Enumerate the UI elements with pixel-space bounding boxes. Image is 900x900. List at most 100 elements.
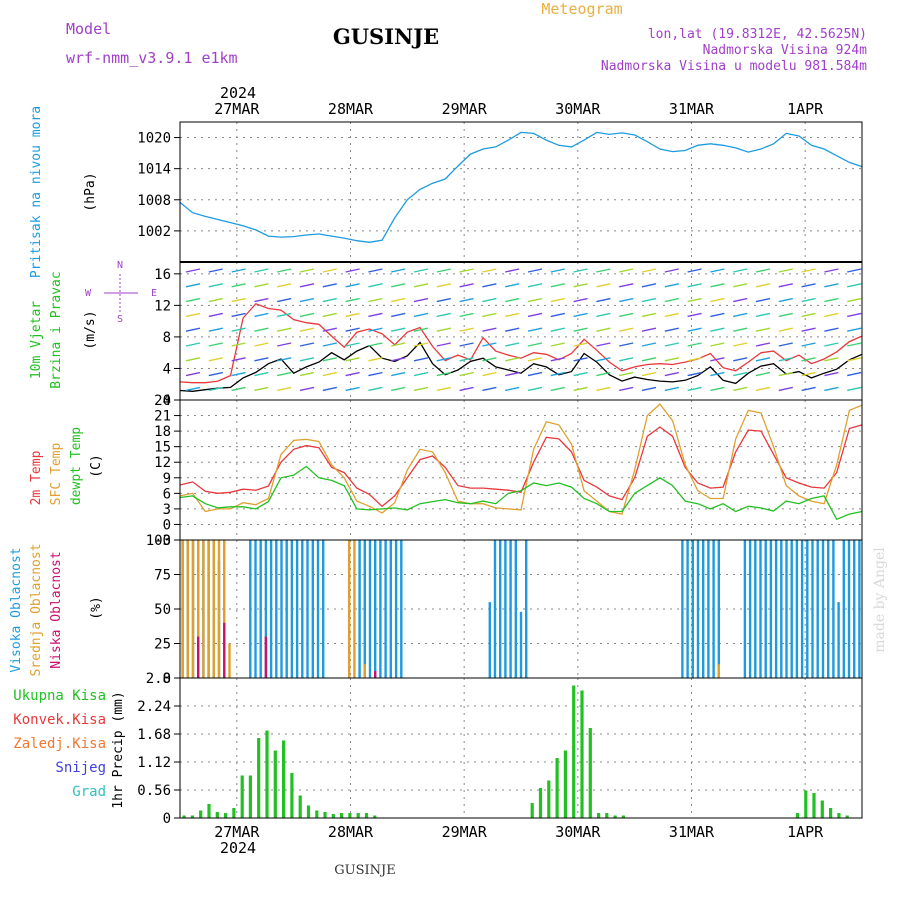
bar-mid_cloud <box>207 540 210 678</box>
wind-arrow <box>573 386 588 392</box>
wind-arrow <box>824 297 839 303</box>
wind-arrow <box>436 357 451 362</box>
wind-arrow <box>208 342 223 347</box>
wind-arrow <box>208 312 223 318</box>
wind-arrow <box>847 297 862 303</box>
series-sfc <box>179 403 863 515</box>
cloud-unit: (%) <box>89 596 104 619</box>
wind-arrow <box>801 371 816 377</box>
wind-arrow <box>573 327 588 332</box>
wind-arrow <box>778 283 793 288</box>
wind-arrow <box>596 327 611 332</box>
bar-high_cloud <box>488 602 491 678</box>
year-top: 2024 <box>220 84 256 102</box>
wind-arrow <box>687 371 702 377</box>
bar-high_cloud <box>358 540 361 678</box>
wind-arrow <box>413 327 429 332</box>
wind-arrow <box>619 312 634 318</box>
compass-S: S <box>117 314 123 325</box>
bar-total_precip <box>190 815 194 818</box>
wind-arrow <box>755 371 771 377</box>
wind-arrow <box>755 386 771 392</box>
wind-arrow <box>208 386 223 392</box>
wind-arrow <box>482 386 497 392</box>
x-tick-bottom-label: 1APR <box>787 823 824 841</box>
bar-high_cloud <box>379 540 382 678</box>
bar-high_cloud <box>748 540 752 678</box>
wind-arrow <box>231 357 246 362</box>
wind-arrow <box>368 297 383 303</box>
wind-arrow <box>459 342 474 347</box>
wind-arrow <box>733 327 748 332</box>
elevation-label: Nadmorska Visina 924m <box>703 43 868 58</box>
wind-arrow <box>436 268 451 273</box>
wind-arrow <box>687 386 702 392</box>
wind-arrow <box>413 312 429 318</box>
wind-arrow <box>254 327 269 332</box>
wind-arrow <box>733 283 748 288</box>
footer-station: GUSINJE <box>334 863 395 878</box>
wind-arrow <box>573 312 588 318</box>
x-tick-top-label: 31MAR <box>669 100 715 118</box>
wind-arrow <box>550 386 565 392</box>
bar-mid_cloud <box>197 540 200 678</box>
wind-arrow <box>641 268 657 273</box>
wind-label-1: 10m Vjetar <box>29 301 44 379</box>
bar-high_cloud <box>811 540 814 678</box>
wind-arrow <box>277 386 292 392</box>
wind-arrow <box>550 268 565 273</box>
bar-total_precip <box>199 810 203 818</box>
wind-arrow <box>277 357 292 362</box>
bar-total_precip <box>605 813 609 818</box>
bar-high_cloud <box>785 540 788 678</box>
x-tick-bottom-label: 29MAR <box>442 823 488 841</box>
wind-arrow <box>824 283 839 288</box>
bar-high_cloud <box>858 540 861 678</box>
wind-arrow <box>687 342 702 347</box>
wind-arrow <box>277 283 292 288</box>
wind-arrow <box>710 342 725 347</box>
wind-arrow <box>527 371 543 377</box>
bar-high_cloud <box>842 540 845 678</box>
bar-high_cloud <box>269 540 273 678</box>
temp-unit: (C) <box>89 454 104 477</box>
wind-arrow <box>322 268 337 273</box>
wind-arrow <box>550 283 565 288</box>
bar-high_cloud <box>290 540 294 678</box>
bar-high_cloud <box>712 540 715 678</box>
x-tick-bottom-label: 31MAR <box>669 823 715 841</box>
wind-arrow <box>482 342 497 347</box>
y-tick-label: 1.12 <box>137 755 171 771</box>
wind-arrow <box>527 357 543 362</box>
wind-arrow <box>778 357 793 362</box>
wind-arrow <box>778 312 793 318</box>
wind-arrow <box>185 371 201 377</box>
wind-arrow <box>208 357 223 362</box>
wind-arrow <box>733 357 748 362</box>
wind-arrow <box>550 371 565 377</box>
y-tick-label: 18 <box>154 424 171 440</box>
wind-arrow <box>505 342 520 347</box>
wind-arrow <box>573 283 588 288</box>
wind-arrow <box>550 357 565 362</box>
bar-high_cloud <box>400 540 403 678</box>
y-tick-label: 0 <box>163 517 171 533</box>
bar-mid_cloud <box>223 540 226 678</box>
x-tick-top-label: 28MAR <box>328 100 374 118</box>
bar-low_cloud <box>197 636 200 678</box>
wind-arrow <box>299 297 315 303</box>
wind-arrow <box>778 297 793 303</box>
wind-arrow <box>277 371 292 377</box>
y-tick-label: 50 <box>154 602 171 618</box>
wind-arrow <box>664 268 679 273</box>
wind-arrow <box>573 297 588 303</box>
bar-total_precip <box>845 815 849 818</box>
bar-total_precip <box>613 815 617 818</box>
wind-arrow <box>801 357 816 362</box>
wind-arrow <box>459 371 474 377</box>
bar-total_precip <box>224 813 228 818</box>
bar-high_cloud <box>275 540 278 678</box>
wind-arrow <box>778 371 793 377</box>
bar-high_cloud <box>519 611 523 678</box>
